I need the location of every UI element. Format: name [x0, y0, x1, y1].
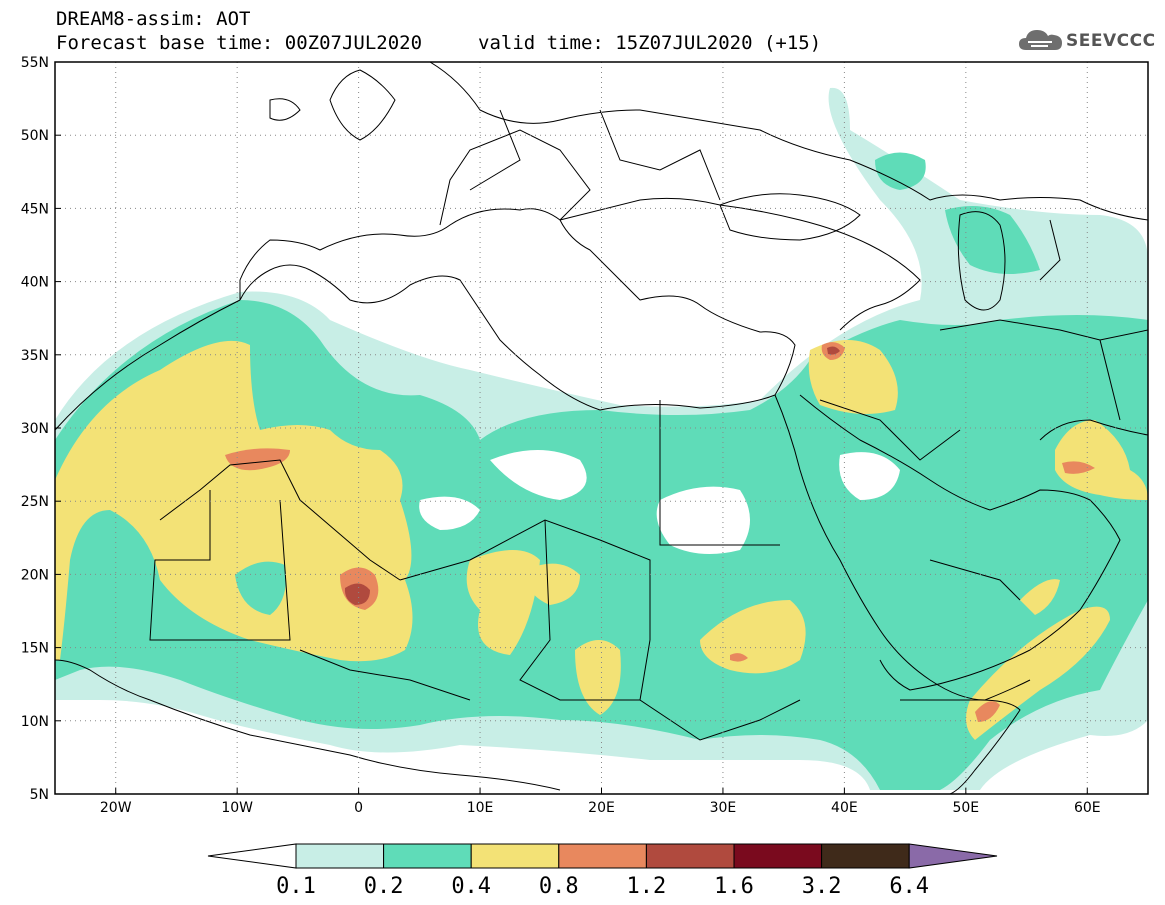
coastlines-borders [55, 62, 1148, 794]
aot-field [55, 87, 1148, 790]
colorbar-label: 1.6 [714, 874, 754, 899]
aot-band-low [55, 300, 1148, 790]
aot-patch-low-north [875, 152, 926, 190]
lat-tick-label: 45N [21, 201, 49, 217]
lat-tick-label: 20N [21, 567, 49, 583]
lon-tick-label: 60E [1074, 800, 1101, 816]
colorbar-arrow-low [207, 843, 297, 869]
lat-tick-label: 40N [21, 275, 49, 291]
colorbar-label: 0.2 [364, 874, 404, 899]
map-grid [55, 62, 1148, 794]
aot-band-very-high-mali [344, 583, 370, 605]
lat-tick-label: 10N [21, 714, 49, 730]
colorbar-box [733, 843, 823, 869]
aot-patch-medium-chad [525, 563, 580, 605]
lon-tick-label: 40E [831, 800, 858, 816]
aot-patch-medium-arabiansea [966, 606, 1110, 740]
aot-patch-medium-iran [1055, 420, 1148, 500]
aot-hole-algeria [419, 496, 480, 530]
aot-patch-medium-sudan-s [575, 640, 621, 715]
aot-band-medium-west [55, 340, 413, 662]
lat-tick-label: 55N [21, 55, 49, 71]
lon-ticks: 20W 10W 0 10E 20E 30E 40E 50E 60E [100, 788, 1101, 816]
lon-tick-label: 10W [221, 800, 253, 816]
colorbar-label: 6.4 [889, 874, 929, 899]
aot-hole-libya [490, 450, 587, 500]
aot-patch-low-caspian [945, 206, 1040, 274]
lon-tick-label: 20W [100, 800, 132, 816]
colorbar-label: 3.2 [802, 874, 842, 899]
lat-ticks: 5N 10N 15N 20N 25N 30N 35N 40N 45N 50N 55N [21, 55, 61, 803]
colorbar-box [821, 843, 910, 869]
lat-tick-label: 5N [30, 787, 49, 803]
aot-hole-egypt [656, 486, 750, 554]
map-title: DREAM8-assim: AOT [56, 8, 251, 30]
aot-band-very-high-iraq [827, 346, 840, 355]
colorbar-box [645, 843, 735, 869]
lon-tick-label: 10E [467, 800, 494, 816]
lat-tick-label: 25N [21, 494, 49, 510]
aot-band-high-somalia [975, 701, 1000, 722]
colorbar-box [558, 843, 647, 869]
colorbar-box [295, 843, 385, 869]
colorbar: 0.1 0.2 0.4 0.8 1.2 1.6 3.2 6.4 [207, 843, 998, 899]
aot-patch-medium-sudan [700, 600, 806, 674]
colorbar-box [470, 843, 560, 869]
aot-hole-arabia [839, 452, 900, 500]
aot-patch-medium-yemen [1020, 579, 1060, 615]
lat-tick-label: 35N [21, 348, 49, 364]
forecast-base-time: Forecast base time: 00Z07JUL2020 [56, 32, 423, 54]
seevccc-logo: SEEVCCC [1018, 26, 1155, 54]
lon-tick-label: 50E [952, 800, 979, 816]
lat-tick-label: 50N [21, 128, 49, 144]
aot-hole-medium-west [235, 561, 286, 615]
aot-band-high-iran [1062, 461, 1095, 474]
colorbar-label: 0.1 [276, 874, 316, 899]
colorbar-box [383, 843, 472, 869]
valid-time: valid time: 15Z07JUL2020 (+15) [478, 32, 822, 54]
cloud-icon [1019, 30, 1062, 50]
aot-band-high-morocco [225, 448, 290, 471]
lon-tick-label: 20E [588, 800, 615, 816]
aot-patch-medium-niger [466, 550, 540, 655]
lat-tick-label: 30N [21, 421, 49, 437]
lon-tick-label: 0 [354, 800, 363, 816]
aot-band-high-sudan [730, 653, 748, 662]
colorbar-label: 1.2 [627, 874, 667, 899]
lat-tick-label: 15N [21, 641, 49, 657]
colorbar-label: 0.8 [539, 874, 579, 899]
logo-text: SEEVCCC [1066, 31, 1156, 51]
colorbar-arrow-high [908, 843, 998, 869]
colorbar-label: 0.4 [451, 874, 491, 899]
lon-tick-label: 30E [710, 800, 737, 816]
